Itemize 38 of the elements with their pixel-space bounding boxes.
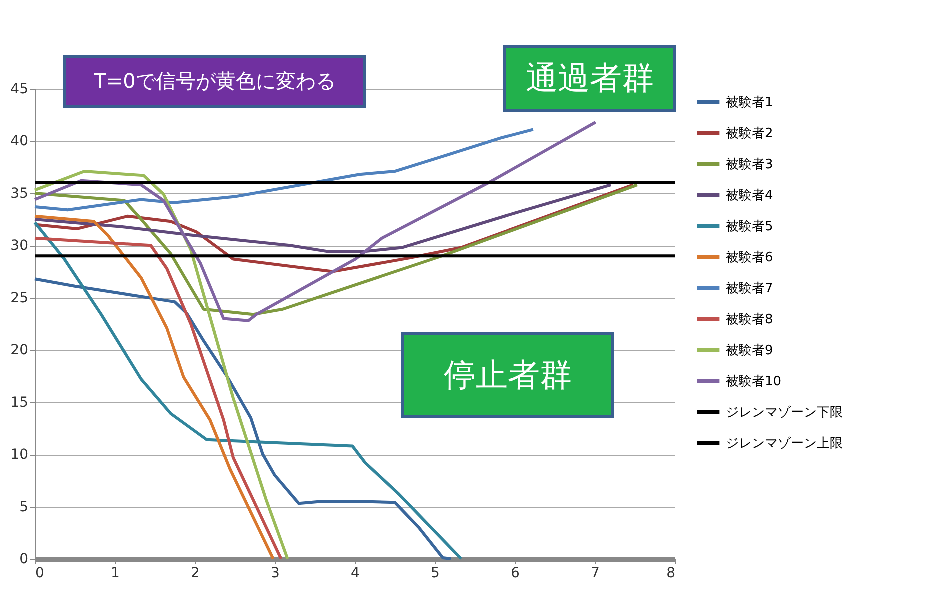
x-tick-label: 4 <box>351 566 360 582</box>
x-tick-label: 5 <box>431 566 440 582</box>
legend-label: 被験者5 <box>726 220 774 234</box>
legend-label: 被験者6 <box>726 250 774 266</box>
x-tick-label: 0 <box>36 566 44 582</box>
y-tick-label: 15 <box>10 394 28 411</box>
y-tick-label: 5 <box>20 499 28 516</box>
legend-label: 被験者10 <box>726 374 782 390</box>
y-tick-label: 40 <box>10 134 28 150</box>
y-tick-label: 20 <box>10 342 28 359</box>
y-tick-label: 45 <box>10 82 28 98</box>
y-tick-label: 30 <box>10 238 28 254</box>
line-series <box>34 184 639 316</box>
legend-label: ジレンマゾーン下限 <box>726 406 843 420</box>
x-tick-label: 7 <box>591 566 600 582</box>
line-series <box>34 184 612 254</box>
legend-label: 被験者3 <box>726 158 774 172</box>
y-tick-label: 25 <box>10 290 28 306</box>
legend-label: ジレンマゾーン上限 <box>726 436 843 452</box>
line-series <box>34 128 535 212</box>
legend-label: 被験者2 <box>726 126 774 142</box>
annotation: T=0で信号が黄色に変わる <box>93 69 336 93</box>
legend-label: 被験者4 <box>726 188 774 204</box>
legend-label: 被験者9 <box>726 344 774 358</box>
annotation: 停止者群 <box>444 356 572 394</box>
line-series <box>34 120 598 322</box>
x-tick-label: 8 <box>666 566 676 582</box>
y-tick-label: 0 <box>20 552 28 568</box>
legend-label: 被験者8 <box>726 312 774 328</box>
annotation: 通過者群 <box>526 59 654 97</box>
y-tick-label: 35 <box>10 186 28 202</box>
legend-label: 被験者1 <box>726 96 774 110</box>
x-tick-label: 1 <box>111 566 120 582</box>
x-tick-label: 2 <box>191 566 200 582</box>
x-tick-label: 3 <box>271 566 280 582</box>
x-tick-label: 6 <box>511 566 520 582</box>
y-tick-label: 10 <box>10 447 28 464</box>
legend-label: 被験者7 <box>726 282 774 296</box>
